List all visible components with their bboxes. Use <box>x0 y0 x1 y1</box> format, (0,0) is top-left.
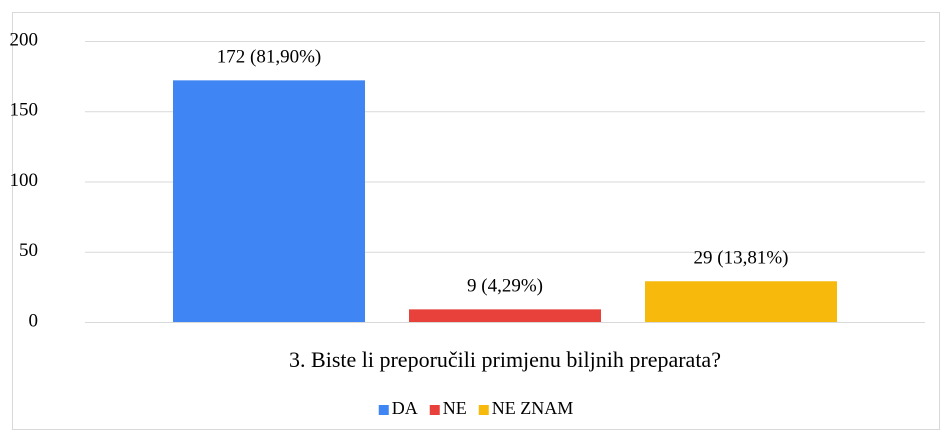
y-tick-label: 0 <box>29 310 39 331</box>
bar <box>173 80 365 322</box>
y-tick-label: 100 <box>10 170 39 191</box>
legend-swatch <box>429 405 440 415</box>
legend-swatch <box>378 405 389 415</box>
chart-border <box>12 12 940 430</box>
y-tick-label: 200 <box>10 29 39 50</box>
legend-label: DA <box>392 398 418 418</box>
y-tick-label: 150 <box>10 100 39 121</box>
y-tick-label: 50 <box>19 240 38 261</box>
bar <box>645 281 837 322</box>
data-label: 29 (13,81%) <box>694 248 789 269</box>
legend-swatch <box>478 405 489 415</box>
legend-label: NE <box>443 398 467 418</box>
legend-label: NE ZNAM <box>492 398 574 418</box>
data-label: 172 (81,90%) <box>217 47 321 68</box>
data-label: 9 (4,29%) <box>467 276 543 297</box>
x-tick-label: 3. Biste li preporučili primjenu biljnih… <box>289 347 721 372</box>
bar <box>409 309 601 322</box>
